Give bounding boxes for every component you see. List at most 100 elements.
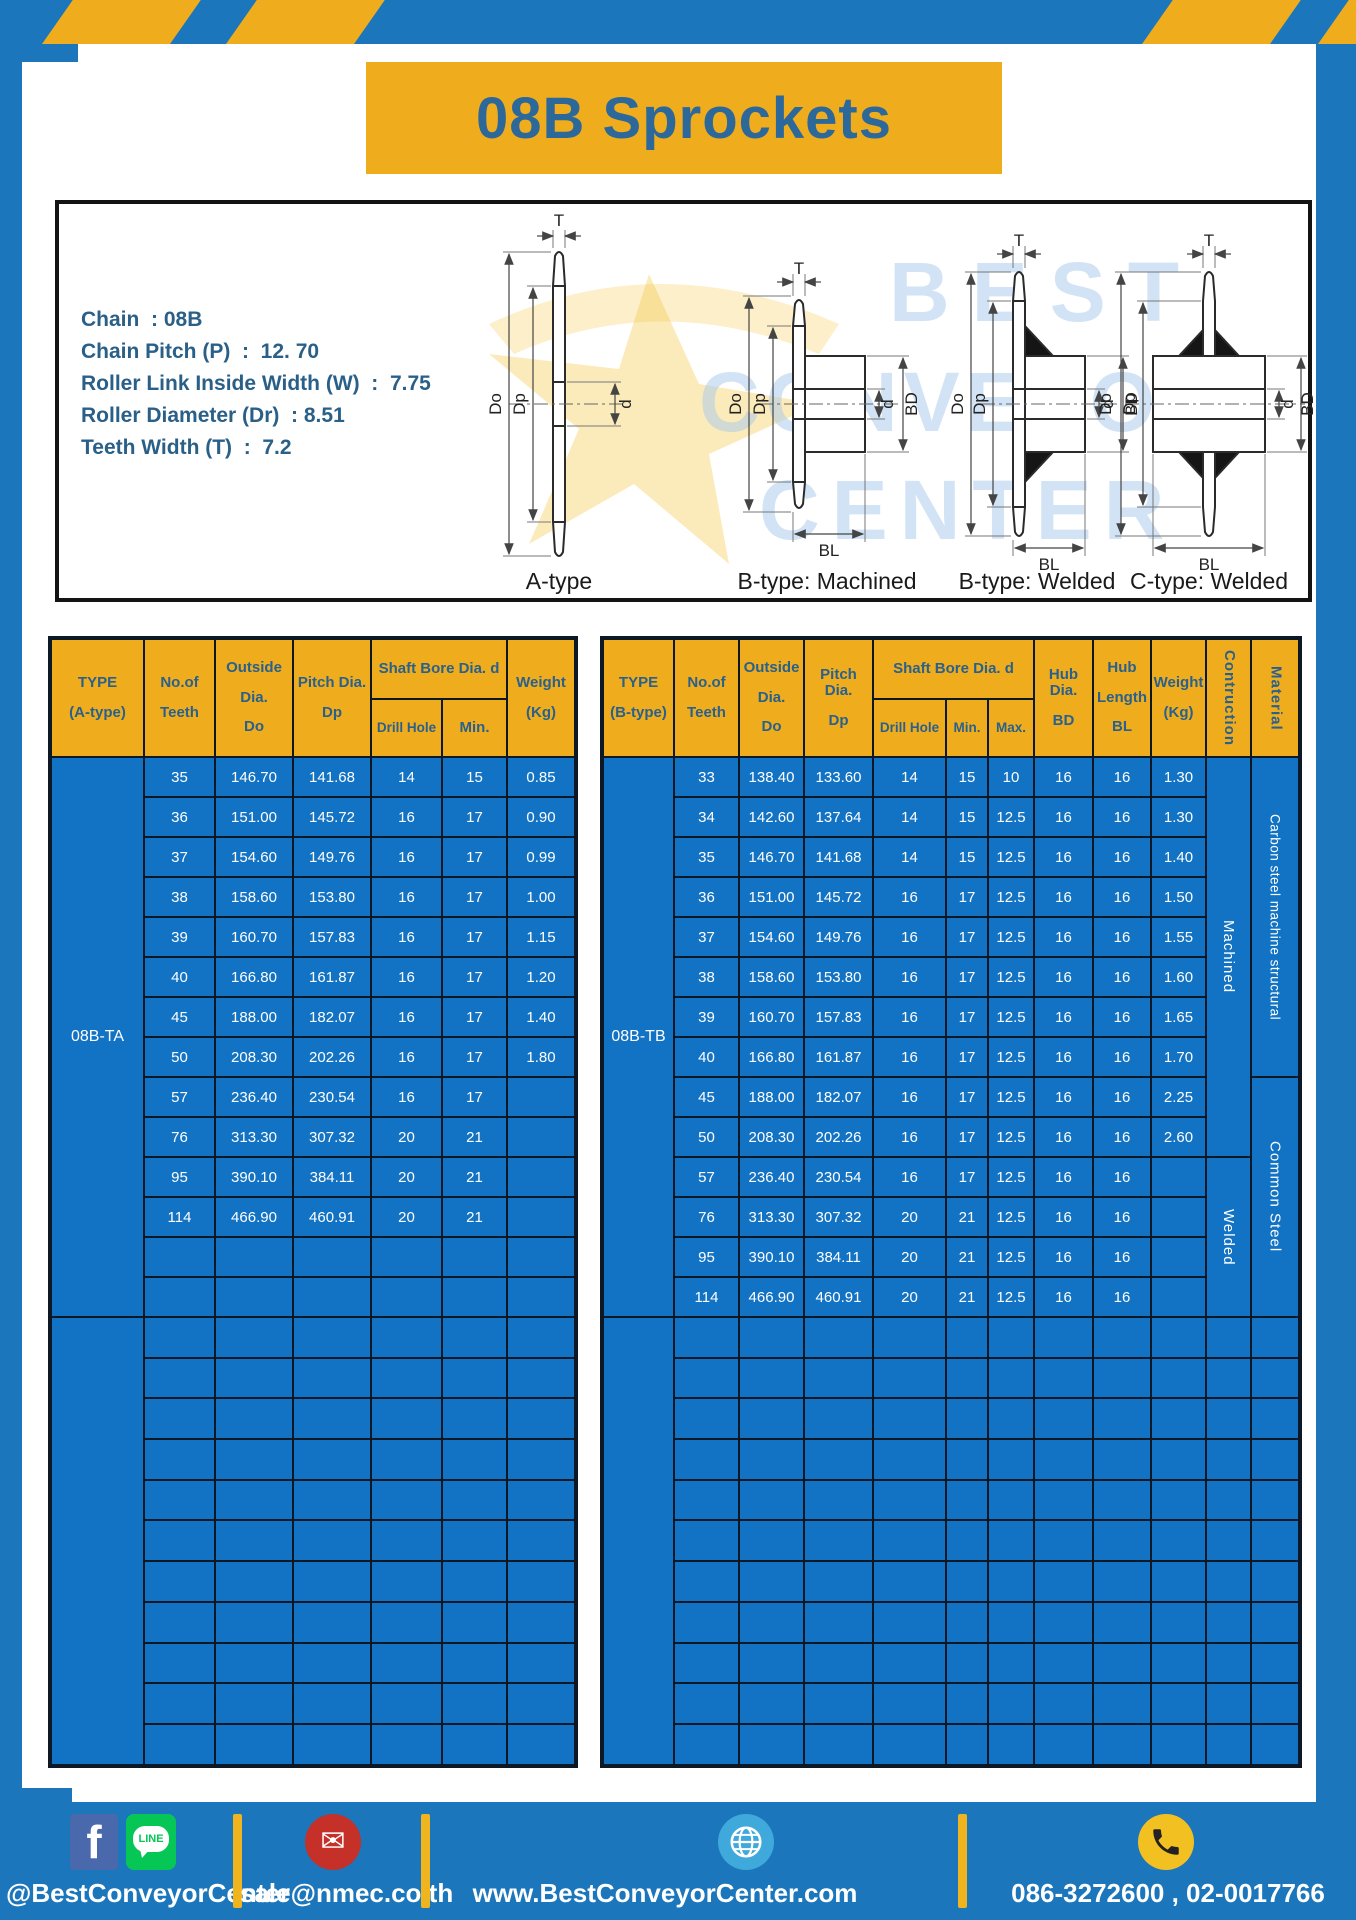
- table-cell: 17: [946, 1157, 988, 1197]
- table-cell: 160.70: [215, 917, 293, 957]
- dim-label-BL: BL: [1199, 555, 1220, 574]
- table-cell: 16: [371, 1077, 442, 1117]
- table-cell: [739, 1561, 804, 1602]
- header-shaft-bore: Shaft Bore Dia. d: [873, 639, 1034, 699]
- website-url: www.BestConveyorCenter.com: [472, 1878, 858, 1908]
- dim-label-T: T: [1204, 231, 1214, 250]
- header-construction: Contruction: [1206, 639, 1251, 757]
- table-cell: 133.60: [804, 757, 873, 797]
- table-cell: 146.70: [739, 837, 804, 877]
- table-cell: [371, 1723, 442, 1765]
- footer-bar: f LINE @BestConveyorCenter ✉ sale@nmec.c…: [0, 1802, 1356, 1920]
- table-cell: 137.64: [804, 797, 873, 837]
- table-cell: [739, 1317, 804, 1358]
- table-cell: 21: [442, 1197, 507, 1237]
- dim-label-d: d: [1098, 399, 1117, 408]
- table-cell: [739, 1642, 804, 1684]
- table-cell: [442, 1277, 507, 1317]
- spec-line-roller: Roller Diameter (Dr) : 8.51: [81, 404, 345, 427]
- table-cell: 16: [1034, 1157, 1093, 1197]
- table-cell: 95: [144, 1157, 215, 1197]
- top-bar: [0, 0, 1356, 44]
- table-cell: 460.91: [804, 1277, 873, 1317]
- table-cell: [293, 1479, 371, 1521]
- table-cell: [674, 1683, 739, 1724]
- table-cell: [988, 1723, 1034, 1765]
- dim-label-BD: BD: [902, 392, 921, 416]
- table-cell: [144, 1642, 215, 1684]
- dim-label-Do: Do: [486, 393, 505, 415]
- table-cell: 15: [946, 837, 988, 877]
- table-cell: [674, 1642, 739, 1684]
- table-cell: 21: [442, 1117, 507, 1157]
- table-cell: 154.60: [739, 917, 804, 957]
- table-cell: [988, 1317, 1034, 1358]
- table-cell: 12.5: [988, 997, 1034, 1037]
- table-cell: 16: [1093, 1157, 1151, 1197]
- table-cell: 16: [1093, 877, 1151, 917]
- table-cell: [293, 1398, 371, 1440]
- table-cell: 15: [442, 757, 507, 797]
- table-cell: [873, 1520, 946, 1562]
- table-cell: [215, 1398, 293, 1440]
- dim-label-BD: BD: [1298, 392, 1317, 416]
- table-cell: 95: [674, 1237, 739, 1277]
- table-cell: [215, 1439, 293, 1480]
- table-cell: 40: [674, 1037, 739, 1077]
- table-cell: 37: [144, 837, 215, 877]
- table-cell: 15: [946, 797, 988, 837]
- table-cell: [442, 1561, 507, 1602]
- table-cell: 1.00: [507, 877, 575, 917]
- table-cell: [1251, 1642, 1299, 1684]
- table-cell: 157.83: [293, 917, 371, 957]
- table-cell: [1206, 1561, 1251, 1602]
- table-cell: 16: [1034, 757, 1093, 797]
- table-cell: 230.54: [804, 1157, 873, 1197]
- table-cell: [507, 1317, 575, 1358]
- type-cell-empty: [603, 1317, 674, 1765]
- table-cell: 12.5: [988, 1037, 1034, 1077]
- table-cell: [739, 1439, 804, 1480]
- table-cell: [442, 1601, 507, 1643]
- table-cell: [507, 1357, 575, 1399]
- table-cell: [674, 1479, 739, 1521]
- table-cell: [1151, 1520, 1206, 1562]
- table-cell: 16: [1034, 957, 1093, 997]
- table-cell: 202.26: [804, 1117, 873, 1157]
- dim-label-BL: BL: [1039, 555, 1060, 574]
- table-cell: 16: [1034, 1197, 1093, 1237]
- table-cell: 16: [1093, 757, 1151, 797]
- table-cell: [144, 1683, 215, 1724]
- table-cell: 17: [946, 957, 988, 997]
- table-cell: 12.5: [988, 917, 1034, 957]
- table-cell: 1.60: [1151, 957, 1206, 997]
- header-pitch-dia: Pitch Dia. Dp: [293, 639, 371, 757]
- table-cell: [674, 1601, 739, 1643]
- table-cell: [804, 1642, 873, 1684]
- table-cell: 12.5: [988, 1077, 1034, 1117]
- table-cell: [144, 1439, 215, 1480]
- table-cell: 208.30: [215, 1037, 293, 1077]
- table-cell: [144, 1398, 215, 1440]
- header-min: Min.: [442, 699, 507, 757]
- stripe-decoration: [1312, 0, 1356, 44]
- table-cell: [988, 1561, 1034, 1602]
- table-cell: 313.30: [215, 1117, 293, 1157]
- table-cell: 45: [674, 1077, 739, 1117]
- table-cell: 17: [442, 957, 507, 997]
- table-cell: [1151, 1723, 1206, 1765]
- table-cell: 16: [371, 877, 442, 917]
- table-cell: 1.20: [507, 957, 575, 997]
- table-cell: [1034, 1683, 1093, 1724]
- table-cell: [293, 1642, 371, 1684]
- table-cell: [1151, 1317, 1206, 1358]
- table-cell: 145.72: [804, 877, 873, 917]
- table-cell: [1251, 1439, 1299, 1480]
- table-cell: [1251, 1601, 1299, 1643]
- table-cell: [144, 1277, 215, 1317]
- table-cell: [293, 1561, 371, 1602]
- globe-icon: [718, 1814, 774, 1870]
- table-cell: [1034, 1561, 1093, 1602]
- table-cell: 151.00: [215, 797, 293, 837]
- table-cell: 76: [144, 1117, 215, 1157]
